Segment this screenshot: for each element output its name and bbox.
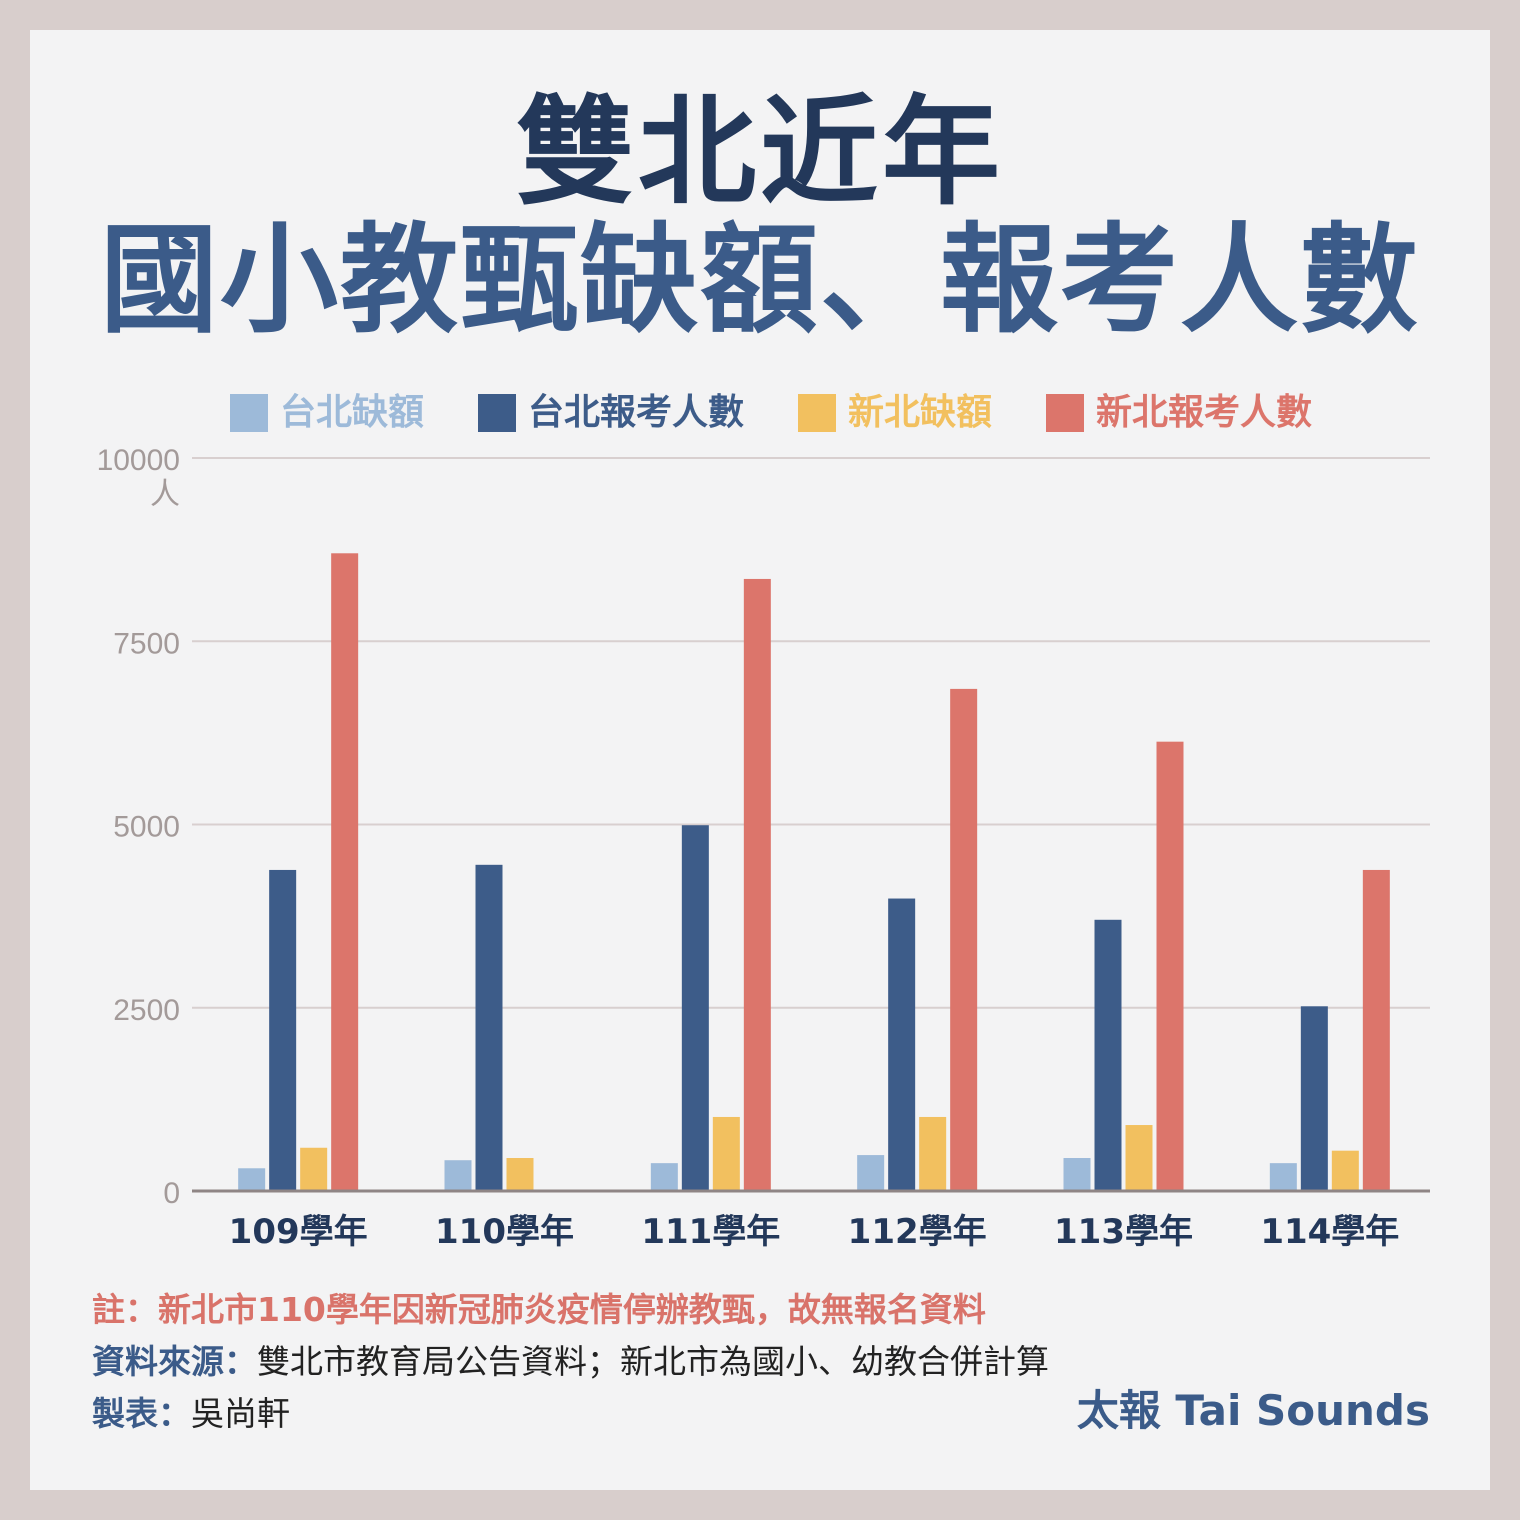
- bar: [331, 553, 359, 1191]
- legend-label: 台北缺額: [280, 392, 425, 433]
- bar: [238, 1168, 266, 1191]
- bar: [950, 688, 978, 1191]
- bar: [650, 1163, 678, 1191]
- legend-label: 台北報考人數: [528, 392, 745, 433]
- legend-swatch: [230, 394, 268, 432]
- legend-swatch: [798, 394, 837, 432]
- legend-swatch: [478, 394, 517, 432]
- x-tick-label: 110學年: [435, 1212, 574, 1252]
- bar: [1156, 741, 1184, 1191]
- bar: [1125, 1125, 1153, 1191]
- bar: [857, 1155, 885, 1191]
- legend-label: 新北報考人數: [1096, 392, 1313, 433]
- bar: [1331, 1150, 1359, 1191]
- bar: [712, 1116, 740, 1191]
- y-tick-label: 0: [163, 1177, 180, 1210]
- bar: [300, 1147, 328, 1191]
- y-tick-label: 2500: [113, 994, 180, 1027]
- bar: [888, 898, 916, 1191]
- x-tick-label: 113學年: [1054, 1212, 1193, 1252]
- author-text: 吳尚軒: [191, 1394, 290, 1433]
- x-tick-label: 109學年: [229, 1212, 368, 1252]
- legend-item-newtaipei-vacancies: 新北缺額: [798, 393, 992, 433]
- y-axis-unit: 人: [150, 477, 180, 512]
- legend-label: 新北缺額: [848, 392, 993, 433]
- chart-legend: 台北缺額 台北報考人數 新北缺額 新北報考人數: [230, 388, 1366, 438]
- bar: [1300, 1006, 1328, 1191]
- bar: [681, 825, 709, 1191]
- chart-title-line2: 國小教甄缺額、報考人數: [99, 211, 1420, 349]
- source-line: 資料來源：雙北市教育局公告資料；新北市為國小、幼教合併計算: [92, 1340, 1049, 1384]
- legend-swatch: [1046, 394, 1085, 432]
- source-key: 資料來源：: [92, 1342, 257, 1381]
- x-tick-label: 112學年: [848, 1212, 987, 1252]
- bar: [444, 1160, 472, 1191]
- y-tick-label: 5000: [113, 811, 180, 844]
- legend-item-newtaipei-applicants: 新北報考人數: [1046, 393, 1312, 433]
- bar: [506, 1158, 534, 1191]
- legend-item-taipei-vacancies: 台北缺額: [230, 393, 424, 433]
- brand-logo-text: 太報 Tai Sounds: [1076, 1386, 1430, 1435]
- source-text: 雙北市教育局公告資料；新北市為國小、幼教合併計算: [257, 1342, 1049, 1381]
- x-tick-label: 114學年: [1260, 1212, 1399, 1252]
- bar: [1269, 1163, 1297, 1191]
- bar: [475, 864, 503, 1191]
- footnote: 註：新北市110學年因新冠肺炎疫情停辦教甄，故無報名資料: [92, 1290, 986, 1329]
- author-key: 製表：: [92, 1394, 191, 1433]
- bar: [919, 1116, 947, 1191]
- author-line: 製表：吳尚軒: [92, 1392, 290, 1436]
- chart-title-line1: 雙北近年: [515, 83, 1004, 221]
- bar: [269, 869, 297, 1191]
- bar: [1362, 869, 1390, 1191]
- y-tick-label: 7500: [113, 627, 180, 660]
- bar: [1094, 919, 1122, 1191]
- bar: [743, 578, 771, 1191]
- legend-item-taipei-applicants: 台北報考人數: [478, 393, 744, 433]
- x-tick-label: 111學年: [641, 1212, 780, 1252]
- y-tick-label: 10000: [97, 444, 180, 477]
- bar: [1063, 1158, 1091, 1191]
